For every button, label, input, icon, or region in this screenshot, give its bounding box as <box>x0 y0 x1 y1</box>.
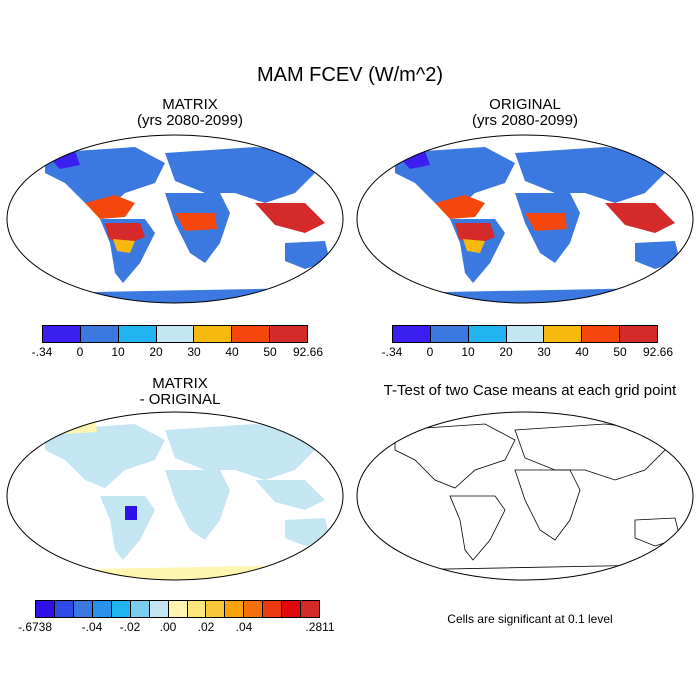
colorbar-matrix-swatch <box>118 326 157 342</box>
colorbar-diff-swatch <box>225 601 245 617</box>
colorbar-matrix-swatch <box>232 326 271 342</box>
map-original <box>356 134 694 304</box>
panel-title-ttest: T-Test of two Case means at each grid po… <box>383 382 677 399</box>
colorbar-original-swatch <box>506 326 545 342</box>
colorbar-diff-label: -.02 <box>119 620 141 634</box>
colorbar-original-label: 50 <box>613 345 627 359</box>
colorbar-diff-labels: -.6738 -.04 -.02 .00 .02 .04 .2811 <box>18 620 335 636</box>
colorbar-diff-swatch <box>149 601 169 617</box>
colorbar-matrix-label: 30 <box>187 345 201 359</box>
panel-title-matrix: MATRIX (yrs 2080-2099) <box>40 97 340 129</box>
panel-title-diff-line2: - ORIGINAL <box>139 391 221 408</box>
colorbar-diff-swatch <box>244 601 264 617</box>
colorbar-diff-swatch <box>187 601 207 617</box>
colorbar-original <box>392 325 658 343</box>
colorbar-original-swatch <box>620 326 658 342</box>
colorbar-original-label: 92.66 <box>642 345 674 359</box>
colorbar-original-label: 10 <box>461 345 475 359</box>
panel-title-diff: MATRIX - ORIGINAL <box>30 376 330 408</box>
map-matrix <box>6 134 344 304</box>
colorbar-diff-swatch <box>282 601 302 617</box>
colorbar-original-label: 40 <box>575 345 589 359</box>
colorbar-original-label: 20 <box>499 345 513 359</box>
colorbar-matrix-swatch <box>194 326 233 342</box>
colorbar-original-swatch <box>582 326 621 342</box>
colorbar-matrix-swatch <box>43 326 81 342</box>
colorbar-original-swatch <box>544 326 583 342</box>
colorbar-diff-swatch <box>73 601 93 617</box>
panel-title-original: ORIGINAL (yrs 2080-2099) <box>375 97 675 129</box>
colorbar-diff-swatch <box>206 601 226 617</box>
colorbar-matrix-swatch <box>156 326 195 342</box>
panel-title-matrix-line2: (yrs 2080-2099) <box>137 112 243 129</box>
colorbar-matrix-label: 50 <box>263 345 277 359</box>
colorbar-diff-label: -.04 <box>81 620 103 634</box>
colorbar-diff <box>35 600 320 618</box>
colorbar-original-label: -.34 <box>381 345 403 359</box>
colorbar-matrix-swatch <box>270 326 308 342</box>
colorbar-original-swatch <box>393 326 431 342</box>
colorbar-diff-swatch <box>168 601 188 617</box>
colorbar-original-label: 0 <box>426 345 434 359</box>
colorbar-matrix-label: 10 <box>111 345 125 359</box>
panel-title-diff-line1: MATRIX <box>152 375 208 392</box>
panel-title-matrix-line1: MATRIX <box>162 96 218 113</box>
colorbar-diff-label: -.6738 <box>17 620 53 634</box>
colorbar-diff-swatch <box>54 601 74 617</box>
colorbar-diff-swatch <box>263 601 283 617</box>
colorbar-matrix-label: -.34 <box>31 345 53 359</box>
colorbar-diff-label: .02 <box>197 620 215 634</box>
colorbar-diff-swatch <box>130 601 150 617</box>
colorbar-matrix-label: 92.66 <box>292 345 324 359</box>
ttest-note: Cells are significant at 0.1 level <box>447 612 613 626</box>
colorbar-matrix <box>42 325 308 343</box>
map-diff <box>6 411 344 581</box>
colorbar-original-label: 30 <box>537 345 551 359</box>
colorbar-diff-swatch <box>36 601 55 617</box>
colorbar-diff-label: .00 <box>159 620 177 634</box>
figure-title: MAM FCEV (W/m^2) <box>256 64 444 86</box>
panel-title-original-line1: ORIGINAL <box>489 96 561 113</box>
colorbar-original-swatch <box>468 326 507 342</box>
colorbar-matrix-label: 20 <box>149 345 163 359</box>
colorbar-diff-swatch <box>92 601 112 617</box>
colorbar-diff-swatch <box>301 601 320 617</box>
colorbar-matrix-label: 0 <box>76 345 84 359</box>
colorbar-matrix-label: 40 <box>225 345 239 359</box>
colorbar-diff-label: .04 <box>235 620 253 634</box>
map-ttest <box>356 411 694 581</box>
panel-title-original-line2: (yrs 2080-2099) <box>472 112 578 129</box>
colorbar-matrix-labels: -.34 0 10 20 30 40 50 92.66 <box>32 345 323 361</box>
colorbar-original-swatch <box>430 326 469 342</box>
colorbar-diff-swatch <box>111 601 131 617</box>
colorbar-original-labels: -.34 0 10 20 30 40 50 92.66 <box>382 345 673 361</box>
colorbar-matrix-swatch <box>80 326 119 342</box>
colorbar-diff-label: .2811 <box>305 620 335 634</box>
